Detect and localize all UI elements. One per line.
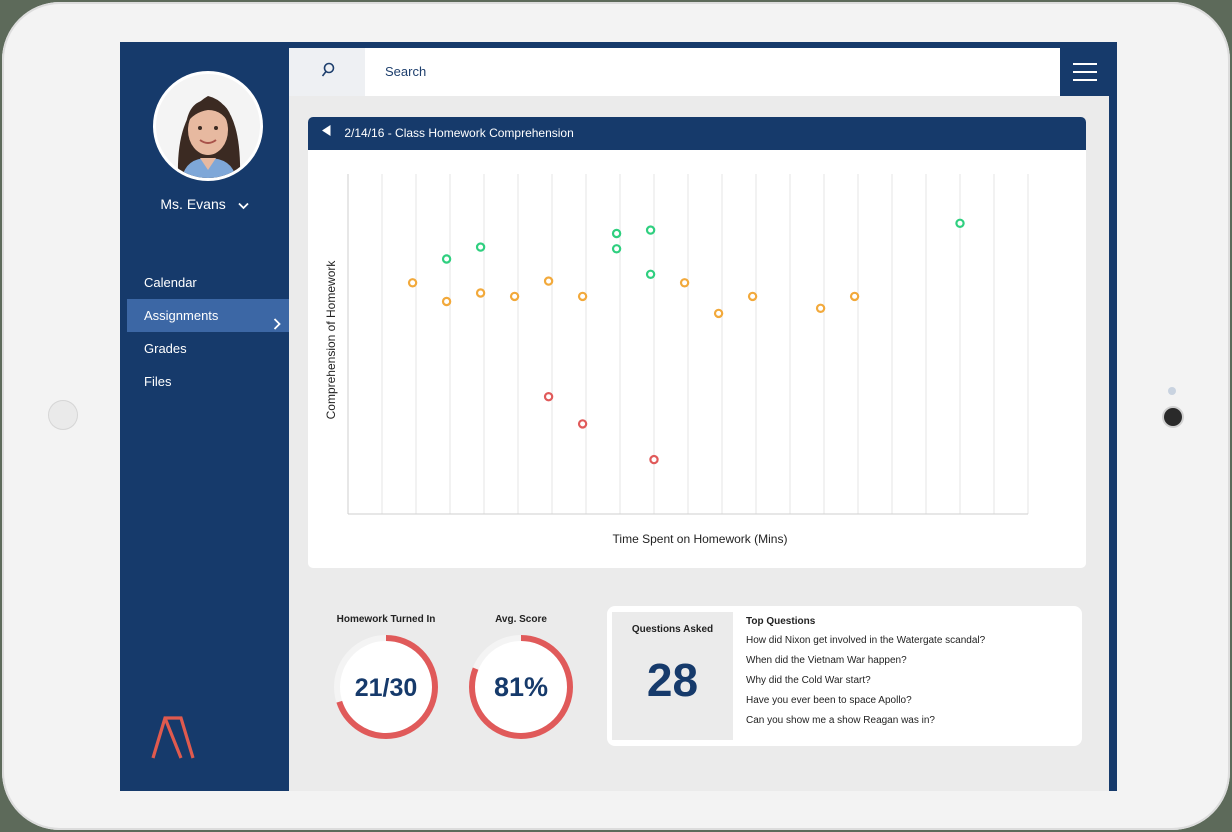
chart-card: 2/14/16 - Class Homework Comprehension T… bbox=[308, 117, 1086, 568]
data-point[interactable] bbox=[543, 391, 554, 402]
data-point[interactable] bbox=[955, 218, 965, 229]
data-point[interactable] bbox=[713, 308, 724, 319]
data-point[interactable] bbox=[747, 291, 758, 302]
questions-count-label: Questions Asked bbox=[631, 624, 714, 635]
menu-line bbox=[1073, 71, 1097, 73]
data-point[interactable] bbox=[645, 225, 656, 235]
chart-points bbox=[407, 218, 965, 465]
search-input[interactable] bbox=[385, 48, 945, 96]
back-arrow-icon[interactable] bbox=[322, 117, 331, 149]
sensor-dot bbox=[1168, 387, 1176, 395]
homework-ring: 21/30 bbox=[334, 635, 438, 739]
questions-card: Questions Asked 28 Top Questions How did… bbox=[607, 606, 1082, 746]
sidebar-item-grades[interactable]: Grades bbox=[127, 332, 289, 365]
sidebar-item-calendar[interactable]: Calendar bbox=[127, 266, 289, 299]
camera-icon bbox=[1164, 408, 1182, 426]
question-item[interactable]: How did Nixon get involved in the Waterg… bbox=[746, 635, 986, 646]
question-item[interactable]: When did the Vietnam War happen? bbox=[746, 655, 907, 666]
stat-value: 81% bbox=[494, 672, 548, 702]
stat-label: Avg. Score bbox=[495, 614, 547, 625]
data-point[interactable] bbox=[543, 276, 554, 286]
app-screen: Ms. Evans Calendar Assignments Grades Fi… bbox=[120, 42, 1117, 791]
questions-count-value: 28 bbox=[646, 654, 699, 706]
search-button[interactable] bbox=[289, 48, 365, 96]
data-point[interactable] bbox=[611, 244, 622, 254]
chart-header: 2/14/16 - Class Homework Comprehension bbox=[308, 117, 1086, 150]
chart-grid bbox=[381, 174, 1029, 514]
chart-header-title: 2/14/16 - Class Homework Comprehension bbox=[344, 126, 574, 140]
top-questions-list: Top Questions How did Nixon get involved… bbox=[746, 616, 1076, 731]
sidebar-item-label: Calendar bbox=[144, 275, 197, 290]
menu-line bbox=[1073, 63, 1097, 65]
home-button[interactable] bbox=[48, 400, 78, 430]
homework-progress-arc bbox=[334, 635, 438, 739]
data-point[interactable] bbox=[441, 296, 452, 307]
search-icon bbox=[321, 62, 335, 77]
question-item[interactable]: Can you show me a show Reagan was in? bbox=[746, 715, 935, 726]
data-point[interactable] bbox=[475, 242, 486, 252]
data-point[interactable] bbox=[577, 291, 588, 302]
user-name: Ms. Evans bbox=[160, 196, 226, 212]
question-item[interactable]: Have you ever been to space Apollo? bbox=[746, 695, 912, 706]
x-axis-label: Time Spent on Homework (Mins) bbox=[613, 532, 788, 546]
data-point[interactable] bbox=[577, 419, 588, 429]
data-point[interactable] bbox=[475, 288, 486, 298]
scatter-chart: Time Spent on Homework (Mins) Comprehens… bbox=[324, 174, 1029, 546]
top-questions-title: Top Questions bbox=[746, 616, 816, 627]
data-point[interactable] bbox=[407, 278, 418, 288]
homework-turned-in-stat: Homework Turned In 21/30 bbox=[327, 614, 445, 743]
data-point[interactable] bbox=[645, 269, 656, 280]
stat-label: Homework Turned In bbox=[336, 614, 436, 625]
score-ring: 81% bbox=[469, 635, 573, 739]
hamburger-menu-button[interactable] bbox=[1060, 48, 1109, 96]
app-logo-icon bbox=[150, 714, 196, 765]
chevron-right-icon bbox=[273, 309, 281, 342]
data-point[interactable] bbox=[441, 254, 452, 264]
avatar-portrait-icon bbox=[156, 74, 260, 178]
data-point[interactable] bbox=[611, 228, 622, 239]
sidebar-item-assignments[interactable]: Assignments bbox=[127, 299, 289, 332]
sidebar-nav: Calendar Assignments Grades Files bbox=[127, 266, 289, 398]
user-menu[interactable]: Ms. Evans bbox=[120, 196, 289, 213]
question-item[interactable]: Why did the Cold War start? bbox=[746, 675, 871, 686]
data-point[interactable] bbox=[679, 278, 690, 288]
data-point[interactable] bbox=[849, 291, 860, 302]
sidebar-item-label: Files bbox=[144, 374, 172, 389]
data-point[interactable] bbox=[815, 303, 826, 313]
stat-value: 21/30 bbox=[355, 674, 418, 702]
data-point[interactable] bbox=[509, 291, 520, 302]
score-progress-arc bbox=[469, 635, 573, 739]
avatar[interactable] bbox=[156, 74, 260, 178]
sidebar: Ms. Evans Calendar Assignments Grades Fi… bbox=[120, 42, 289, 791]
avg-score-stat: Avg. Score 81% bbox=[462, 614, 580, 743]
data-point[interactable] bbox=[649, 454, 659, 465]
chevron-down-icon bbox=[237, 197, 249, 213]
search-bar bbox=[289, 48, 1109, 96]
sidebar-item-files[interactable]: Files bbox=[127, 365, 289, 398]
menu-line bbox=[1073, 79, 1097, 81]
questions-count-box: Questions Asked 28 bbox=[612, 612, 733, 740]
main-content: 2/14/16 - Class Homework Comprehension T… bbox=[289, 42, 1117, 791]
sidebar-item-label: Grades bbox=[144, 341, 187, 356]
sidebar-item-label: Assignments bbox=[144, 308, 219, 323]
y-axis-label: Comprehension of Homework bbox=[324, 260, 338, 420]
